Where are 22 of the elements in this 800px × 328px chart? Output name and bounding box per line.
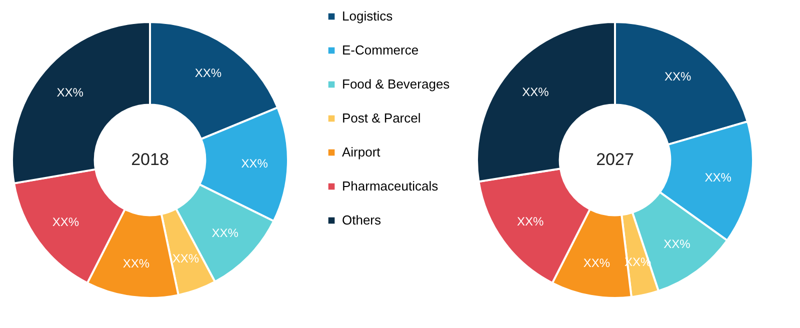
- data-label: XX%: [194, 66, 222, 80]
- legend-label: Logistics: [342, 8, 394, 24]
- data-label: XX%: [52, 215, 80, 230]
- data-label: XX%: [664, 237, 691, 252]
- legend-label: Food & Beverages: [342, 76, 450, 92]
- legend-label: Pharmaceuticals: [342, 178, 439, 194]
- data-label: XX%: [704, 170, 732, 185]
- data-label: XX%: [522, 85, 550, 100]
- legend-label: Post & Parcel: [342, 110, 421, 126]
- data-label: XX%: [664, 69, 692, 84]
- legend-label: E-Commerce: [342, 42, 419, 58]
- data-label: XX%: [122, 256, 150, 271]
- legend-label: Airport: [342, 144, 381, 160]
- data-label: XX%: [583, 256, 610, 270]
- data-label: XX%: [241, 156, 268, 171]
- data-label: XX%: [212, 226, 239, 240]
- data-label: XX%: [517, 214, 544, 228]
- text: 2027: [596, 150, 634, 169]
- data-label: XX%: [172, 251, 200, 266]
- legend-label: Others: [342, 212, 382, 228]
- text: 2018: [131, 150, 169, 169]
- data-label: XX%: [56, 86, 84, 100]
